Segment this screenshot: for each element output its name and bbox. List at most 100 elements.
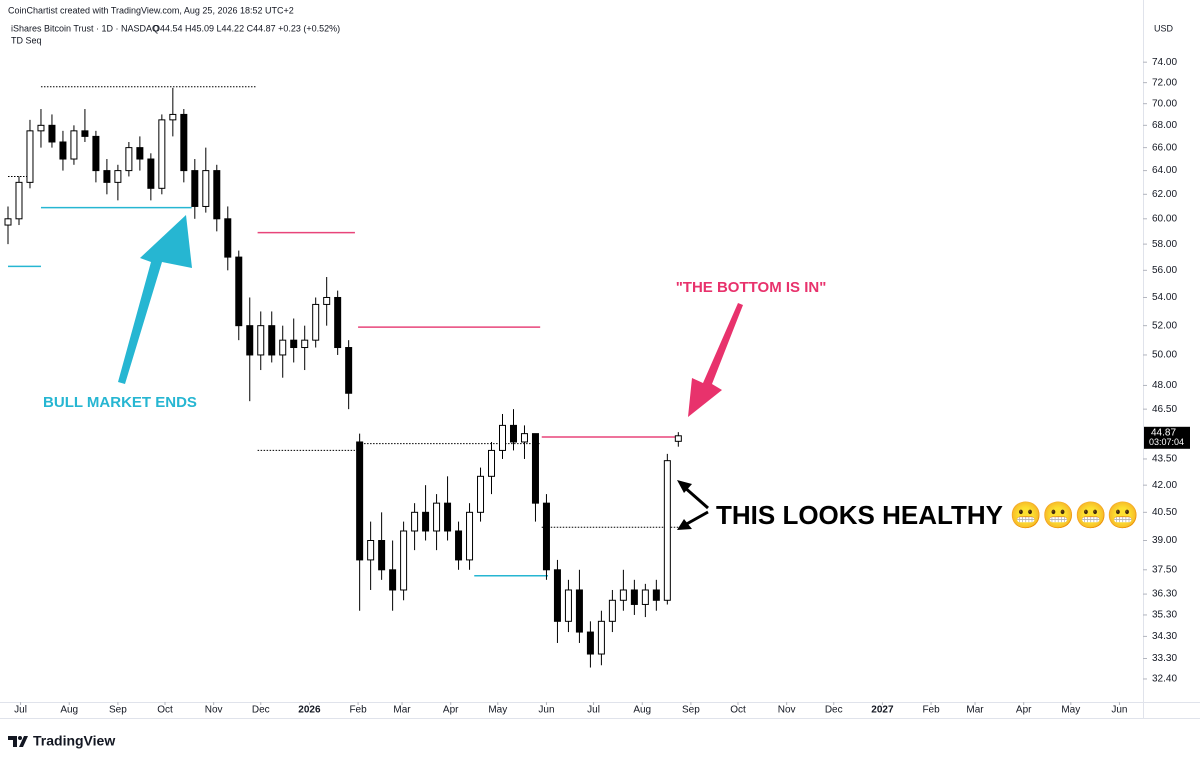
candle-body — [378, 540, 386, 571]
candle-body — [114, 170, 122, 183]
candle-body — [59, 141, 67, 160]
x-tick-label: Aug — [60, 705, 78, 716]
candle-body — [235, 256, 243, 327]
y-tick-label: 46.50 — [1152, 404, 1177, 415]
candle-body — [564, 589, 572, 622]
candle-body — [169, 113, 177, 121]
y-tick-label: 54.00 — [1152, 292, 1177, 303]
y-tick-label: 72.00 — [1152, 77, 1177, 88]
x-tick-label: Dec — [825, 705, 843, 716]
candle-body — [444, 502, 452, 532]
x-tick-label: Sep — [682, 705, 700, 716]
candle-body — [619, 589, 627, 601]
candle-body — [674, 435, 682, 442]
arrowhead — [677, 480, 692, 493]
candle-body — [455, 530, 463, 561]
y-tick-label: 70.00 — [1152, 98, 1177, 109]
candle-body — [268, 325, 276, 356]
x-tick-label: Apr — [443, 705, 459, 716]
x-tick-label: Jul — [587, 705, 600, 716]
annotation: "THE BOTTOM IS IN" — [676, 279, 827, 296]
x-tick-label: Feb — [922, 705, 940, 716]
candle-body — [48, 124, 56, 143]
candle-body — [191, 170, 199, 207]
x-tick-label: Oct — [157, 705, 173, 716]
y-tick-label: 36.30 — [1152, 589, 1177, 600]
y-tick-label: 33.30 — [1152, 653, 1177, 664]
x-tick-label: May — [488, 705, 507, 716]
y-tick-label: 35.30 — [1152, 610, 1177, 621]
y-tick-label: 60.00 — [1152, 213, 1177, 224]
y-tick-label: 34.30 — [1152, 631, 1177, 642]
candle-body — [246, 325, 254, 356]
candle-body — [26, 130, 34, 183]
candle-body — [630, 589, 638, 605]
y-tick-label: 64.00 — [1152, 165, 1177, 176]
candle-body — [422, 511, 430, 532]
x-tick-label: Jul — [14, 705, 27, 716]
watermark: CoinChartist created with TradingView.co… — [8, 5, 294, 15]
candle-body — [586, 631, 594, 655]
x-tick-label: Dec — [252, 705, 270, 716]
candle-body — [15, 181, 23, 220]
candle-body — [213, 170, 221, 220]
candle-body — [597, 620, 605, 655]
x-tick-label: Apr — [1016, 705, 1032, 716]
candle-body — [136, 147, 144, 160]
candle-body — [158, 119, 166, 189]
candle-body — [531, 433, 539, 504]
y-tick-label: 66.00 — [1152, 142, 1177, 153]
candle-body — [4, 218, 12, 226]
candle-body — [92, 135, 100, 172]
x-tick-label: 2026 — [298, 705, 321, 716]
candle-body — [345, 347, 353, 394]
cyan-arrow — [118, 215, 192, 384]
candle-body — [466, 511, 474, 561]
x-tick-label: Aug — [633, 705, 651, 716]
y-tick-label: 56.00 — [1152, 265, 1177, 276]
candle-body — [367, 540, 375, 561]
y-tick-label: 68.00 — [1152, 120, 1177, 131]
x-tick-label: Mar — [966, 705, 984, 716]
plot-area — [4, 86, 682, 668]
candle-body — [70, 130, 78, 160]
candle-body — [477, 475, 485, 513]
indicator-name: TD Seq — [11, 35, 42, 45]
candle-body — [575, 589, 583, 633]
x-tick-label: Nov — [205, 705, 223, 716]
candle-body — [608, 599, 616, 622]
candle-body — [400, 530, 408, 591]
last-price-label: 44.87 — [1151, 427, 1176, 438]
candle-body — [499, 424, 507, 451]
x-tick-label: Oct — [730, 705, 746, 716]
candle-body — [290, 339, 298, 349]
brand-name: TradingView — [33, 733, 115, 749]
y-tick-label: 50.00 — [1152, 350, 1177, 361]
x-tick-label: Mar — [393, 705, 411, 716]
y-tick-label: 62.00 — [1152, 189, 1177, 200]
y-tick-label: 52.00 — [1152, 320, 1177, 331]
y-tick-label: 32.40 — [1152, 674, 1177, 685]
candle-body — [103, 170, 111, 183]
countdown-label: 03:07:04 — [1149, 437, 1184, 447]
y-tick-label: 42.00 — [1152, 480, 1177, 491]
y-tick-label: 40.50 — [1152, 507, 1177, 518]
x-tick-label: Feb — [349, 705, 367, 716]
candle-body — [356, 441, 364, 561]
candle-body — [202, 170, 210, 207]
candle-body — [301, 339, 309, 349]
annotation: BULL MARKET ENDS — [43, 394, 197, 411]
y-tick-label: 37.50 — [1152, 564, 1177, 575]
x-tick-label: Jun — [1111, 705, 1127, 716]
last-price-box — [1144, 426, 1190, 449]
y-tick-label: 74.00 — [1152, 57, 1177, 68]
candle-body — [125, 147, 133, 172]
candle-body — [389, 569, 397, 591]
candle-body — [553, 569, 561, 622]
candle-body — [224, 218, 232, 258]
currency: USD — [1154, 23, 1174, 33]
symbol-title: iShares Bitcoin Trust · 1D · NASDAQ — [11, 23, 159, 33]
candle-body — [37, 124, 45, 132]
candle-body — [509, 424, 517, 443]
